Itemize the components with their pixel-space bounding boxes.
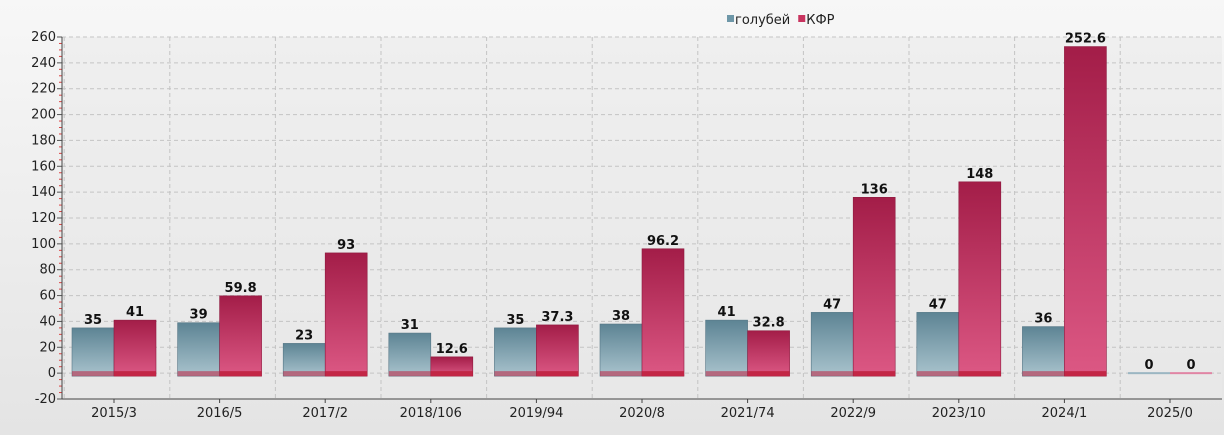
data-label: 47 (823, 297, 841, 312)
data-label: 23 (295, 328, 313, 343)
data-label: 252.6 (1065, 32, 1106, 47)
bar-base (177, 371, 220, 377)
bar-golubey (916, 312, 960, 377)
y-tick-label: 220 (31, 82, 56, 97)
data-label: 36 (1034, 312, 1052, 327)
bar-base (536, 371, 579, 377)
bar-kfr (852, 197, 896, 377)
x-tick-label: 2024/1 (1042, 406, 1088, 421)
y-tick-label: 180 (31, 133, 56, 148)
bar-golubey (1022, 326, 1065, 377)
data-label: 41 (718, 305, 736, 320)
y-tick-label: 160 (31, 159, 56, 174)
x-tick-label: 2025/0 (1147, 406, 1193, 421)
bar-base (1064, 371, 1107, 377)
bar-golubey (71, 327, 115, 377)
data-label: 12.6 (436, 342, 468, 357)
bar-base (283, 371, 326, 377)
bar-base (388, 371, 431, 377)
data-labels: 35 39 23 31 35 38 41 47 47 36 0 41 59.8 93 12.6 37.3 96.… (84, 32, 1196, 374)
legend-label: КФР (806, 13, 834, 28)
bar-kfr (1170, 372, 1212, 375)
bar-base (219, 371, 262, 377)
bar-golubey (177, 322, 220, 377)
data-label: 35 (84, 313, 102, 328)
bar-kfr (536, 324, 579, 377)
x-tick-label: 2021/74 (721, 406, 775, 421)
data-label: 59.8 (225, 281, 257, 296)
y-tick-label: 20 (39, 340, 56, 355)
data-label: 0 (1144, 358, 1153, 373)
data-label: 96.2 (647, 234, 679, 249)
bar-base (72, 371, 114, 377)
x-tick-label: 2023/10 (932, 406, 986, 421)
data-label: 47 (929, 297, 947, 312)
data-label: 38 (612, 309, 630, 324)
bar-base (600, 371, 642, 377)
axes: -20 0 20 40 60 80 100 120 140 160 180 200 220 240 260 2… (31, 30, 1222, 421)
bar-base (494, 371, 537, 377)
bar-base (1022, 371, 1065, 377)
bar-base (916, 371, 959, 377)
bar-kfr (324, 252, 368, 377)
legend: голубей КФР (727, 13, 835, 28)
bar-golubey (388, 332, 432, 377)
y-tick-label: -20 (35, 392, 56, 407)
bar-kfr (641, 248, 685, 377)
y-tick-label: 60 (39, 289, 56, 304)
data-label: 31 (401, 318, 419, 333)
data-label: 93 (337, 238, 355, 253)
y-tick-label: 240 (31, 56, 56, 71)
bar-kfr (219, 295, 262, 377)
bar-base (705, 371, 748, 377)
bar-kfr (113, 319, 157, 377)
data-label: 136 (861, 182, 888, 197)
data-label: 0 (1186, 358, 1195, 373)
data-label: 37.3 (541, 310, 573, 325)
bar-golubey (810, 312, 854, 377)
x-tick-label: 2018/106 (400, 406, 462, 421)
bar-base (114, 371, 156, 377)
bar-golubey (705, 319, 748, 377)
bar-base (747, 371, 790, 377)
bar-kfr (1064, 46, 1107, 377)
x-tick-label: 2019/94 (509, 406, 563, 421)
bar-golubey (494, 327, 537, 377)
y-tick-label: 0 (48, 366, 56, 381)
bar-base (958, 371, 1001, 377)
y-tick-label: 200 (31, 108, 56, 123)
x-tick-label: 2017/2 (302, 406, 348, 421)
x-tick-label: 2020/8 (619, 406, 665, 421)
data-label: 32.8 (753, 316, 785, 331)
bar-golubey (282, 343, 326, 377)
x-tick-label: 2016/5 (197, 406, 243, 421)
data-label: 41 (126, 305, 144, 320)
bar-golubey (1128, 372, 1170, 375)
bar-kfr (958, 181, 1002, 377)
x-tick-label: 2022/9 (830, 406, 876, 421)
bar-kfr (747, 330, 790, 377)
x-tick-label: 2015/3 (91, 406, 137, 421)
bar-base (853, 371, 896, 377)
y-tick-label: 260 (31, 30, 56, 45)
data-label: 39 (190, 308, 208, 323)
y-tick-label: 140 (31, 185, 56, 200)
legend-label: голубей (735, 13, 790, 28)
data-label: 35 (506, 313, 524, 328)
y-tick-label: 100 (31, 237, 56, 252)
bar-base (642, 371, 684, 377)
y-tick-label: 40 (39, 314, 56, 329)
bar-base (325, 371, 368, 377)
bars (71, 46, 1212, 377)
y-tick-label: 80 (39, 263, 56, 278)
bar-base (430, 371, 473, 377)
data-label: 148 (966, 167, 993, 182)
bar-base (811, 371, 854, 377)
legend-swatch (798, 15, 806, 22)
bar-golubey (599, 323, 643, 377)
legend-swatch (727, 15, 734, 22)
y-tick-label: 120 (31, 211, 56, 226)
